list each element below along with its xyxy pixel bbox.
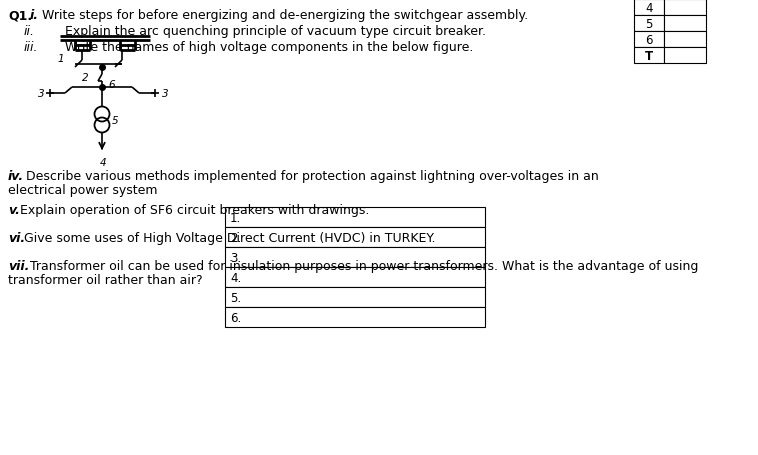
Text: v.: v. [8,203,20,217]
Text: Write the names of high voltage components in the below figure.: Write the names of high voltage componen… [65,41,474,54]
Bar [664,0,706,16]
Text: 2: 2 [82,73,89,83]
Text: 6.: 6. [230,311,241,324]
Text: 4: 4 [645,1,653,15]
Text: 5: 5 [646,17,653,30]
Bar [664,32,706,48]
Text: Explain the arc quenching principle of vacuum type circuit breaker.: Explain the arc quenching principle of v… [65,25,486,38]
Bar [225,307,485,327]
Bar [634,32,664,48]
Text: ii.: ii. [24,25,35,38]
Text: 3: 3 [162,89,168,99]
Text: 6: 6 [645,33,653,46]
Text: Describe various methods implemented for protection against lightning over-volta: Describe various methods implemented for… [26,170,599,182]
Bar [225,207,485,228]
Text: 5: 5 [112,116,118,126]
Bar [225,228,485,248]
Text: 1.: 1. [230,211,241,224]
Bar [664,48,706,64]
Text: 4.: 4. [230,271,241,284]
Bar [225,288,485,307]
Text: 5.: 5. [230,291,241,304]
Text: Write steps for before energizing and de-energizing the switchgear assembly.: Write steps for before energizing and de… [42,9,528,22]
Text: Give some uses of High Voltage Direct Current (HVDC) in TURKEY.: Give some uses of High Voltage Direct Cu… [24,232,436,244]
Bar [634,48,664,64]
Text: transformer oil rather than air?: transformer oil rather than air? [8,273,202,286]
Bar [634,0,664,16]
Bar [225,248,485,268]
Bar [664,16,706,32]
Text: electrical power system: electrical power system [8,184,158,197]
Text: iii.: iii. [24,41,39,54]
Text: vi.: vi. [8,232,25,244]
Text: vii.: vii. [8,259,30,273]
Text: Explain operation of SF6 circuit breakers with drawings.: Explain operation of SF6 circuit breaker… [20,203,369,217]
Bar [634,16,664,32]
Text: 2.: 2. [230,231,241,244]
Text: 3.: 3. [230,251,241,264]
Text: 1: 1 [58,54,64,64]
Text: 4: 4 [100,157,107,167]
Text: 6: 6 [108,80,114,90]
Text: i.: i. [30,9,39,22]
Text: T: T [645,50,653,62]
Text: iv.: iv. [8,170,24,182]
Text: 3: 3 [38,89,45,99]
Text: Transformer oil can be used for insulation purposes in power transformers. What : Transformer oil can be used for insulati… [30,259,698,273]
Bar [225,268,485,288]
Text: Q1.: Q1. [8,9,32,22]
